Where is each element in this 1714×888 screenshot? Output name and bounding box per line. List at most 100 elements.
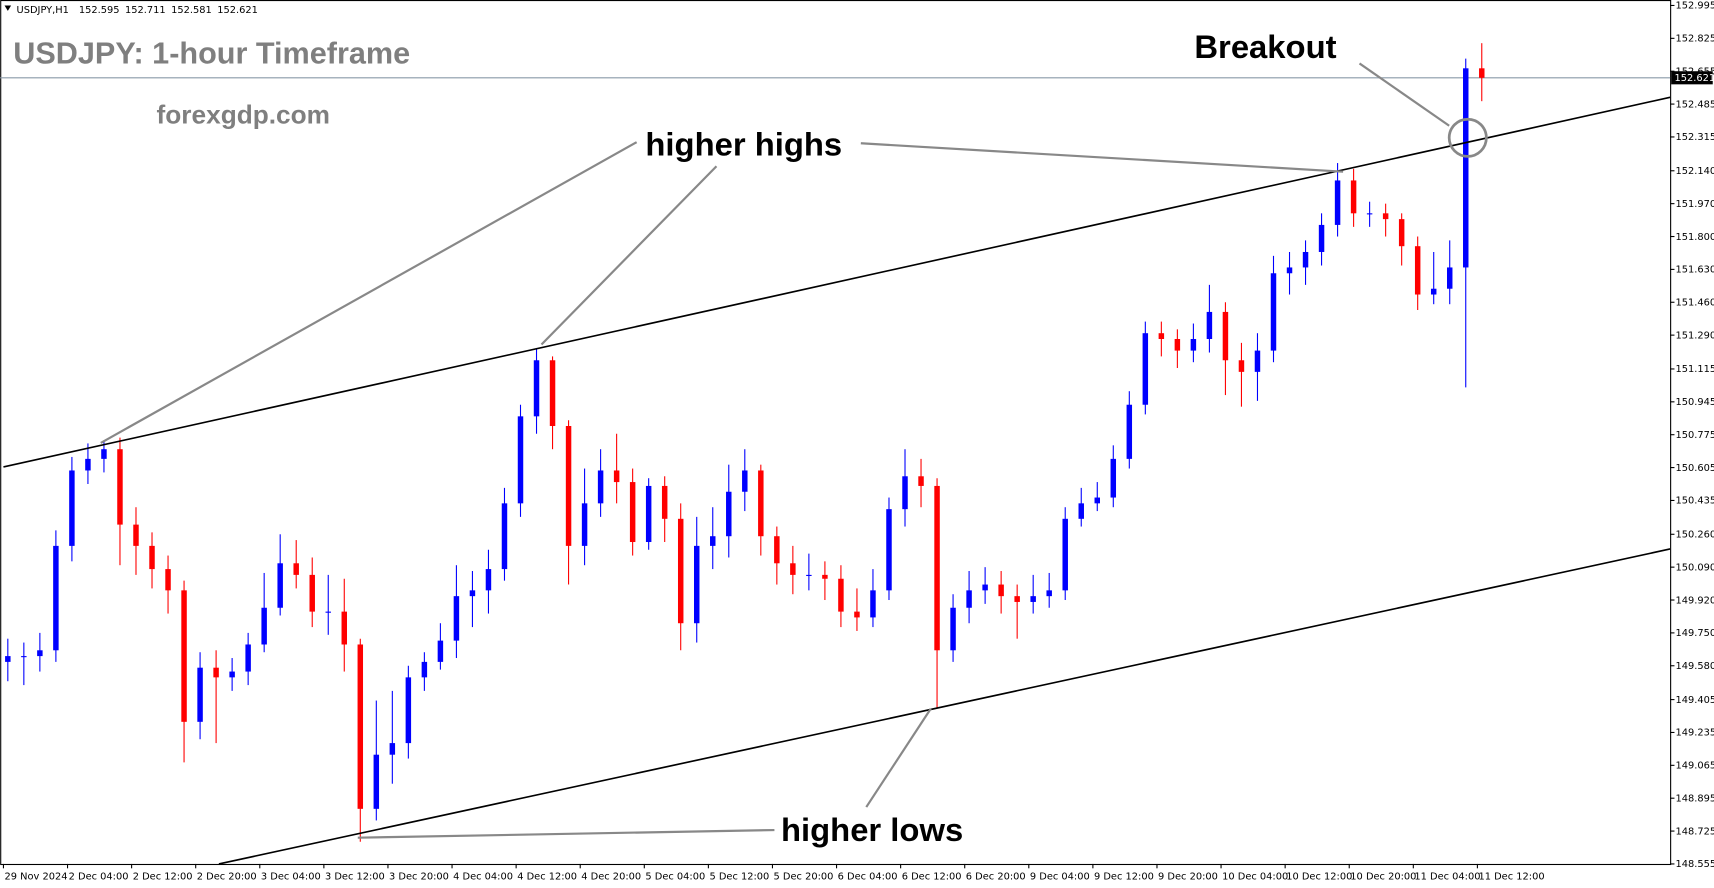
candle-body — [69, 470, 75, 546]
y-tick-label: 152.485 — [1676, 99, 1714, 110]
candle-body — [886, 509, 892, 591]
candle-body — [1254, 350, 1261, 372]
candle-body — [277, 563, 283, 608]
x-tick-label: 10 Dec 12:00 — [1286, 871, 1352, 882]
candle-body — [613, 470, 620, 483]
x-tick-label: 11 Dec 04:00 — [1414, 871, 1480, 882]
candle-body — [37, 650, 43, 657]
y-tick-label: 148.725 — [1676, 826, 1714, 837]
candle-body — [1142, 333, 1149, 405]
x-tick-label: 9 Dec 04:00 — [1030, 871, 1090, 882]
annotation: Breakout — [1194, 28, 1336, 65]
candle-body — [1446, 267, 1453, 289]
y-tick-label: 150.605 — [1676, 463, 1714, 474]
candle-body — [742, 470, 748, 492]
candle-body — [710, 536, 716, 546]
menu-arrow — [4, 5, 12, 11]
candle-body — [5, 656, 11, 662]
candle-body — [966, 590, 972, 608]
y-tick-label: 150.090 — [1676, 562, 1714, 573]
x-tick-label: 10 Dec 04:00 — [1222, 871, 1288, 882]
candle-body — [1174, 338, 1181, 351]
y-tick-label: 149.580 — [1676, 661, 1714, 672]
candle-body — [982, 584, 988, 591]
x-tick-label: 6 Dec 04:00 — [838, 871, 898, 882]
candle-body — [1414, 246, 1421, 295]
x-tick-label: 4 Dec 12:00 — [517, 871, 577, 882]
candle-body — [581, 503, 588, 546]
y-tick-label: 150.945 — [1676, 397, 1714, 408]
candle-body — [950, 607, 956, 651]
x-tick-label: 5 Dec 20:00 — [774, 871, 834, 882]
candle-body — [261, 607, 267, 645]
candle-body — [1062, 518, 1068, 591]
x-tick-label: 4 Dec 04:00 — [453, 871, 513, 882]
y-tick-label: 151.115 — [1676, 364, 1714, 375]
candle-body — [790, 563, 796, 575]
symbol: USDJPY,H1 — [17, 5, 69, 16]
candle-body — [245, 644, 251, 672]
candle-body — [1334, 180, 1341, 225]
header-value: 152.621 — [217, 5, 258, 16]
x-tick-label: 2 Dec 12:00 — [133, 871, 193, 882]
candle-body — [437, 640, 444, 662]
header-value: 152.711 — [125, 5, 166, 16]
x-tick-label: 10 Dec 20:00 — [1350, 871, 1416, 882]
pointer — [860, 142, 1344, 173]
candle-body — [902, 476, 908, 510]
x-tick-label: 9 Dec 20:00 — [1158, 871, 1218, 882]
candle-body — [1286, 267, 1293, 274]
candle-body — [597, 470, 604, 504]
candle-body — [1158, 333, 1165, 339]
candle-body — [549, 360, 556, 427]
candle-body — [1206, 311, 1213, 339]
candle-body — [1350, 180, 1357, 214]
candle-body — [822, 574, 828, 579]
candle-body — [758, 470, 764, 537]
candle-body — [421, 661, 428, 678]
x-tick-label: 2 Dec 04:00 — [69, 871, 129, 882]
y-tick-label: 148.895 — [1676, 793, 1714, 804]
candle-body — [325, 611, 331, 613]
candle-body — [181, 590, 187, 722]
upper-trendline — [3, 96, 1671, 468]
pointer — [865, 708, 932, 808]
candle-body — [1302, 251, 1309, 268]
y-tick-label: 151.800 — [1676, 232, 1714, 243]
x-tick-label: 5 Dec 12:00 — [709, 871, 769, 882]
x-tick-label: 3 Dec 04:00 — [261, 871, 321, 882]
y-tick-label: 149.750 — [1676, 628, 1714, 639]
y-tick-label: 152.825 — [1676, 34, 1714, 45]
candle-body — [133, 524, 139, 546]
candle-body — [1190, 338, 1197, 351]
candle-body — [806, 574, 812, 576]
candle-body — [405, 677, 412, 744]
pointer-lines — [100, 62, 1450, 839]
y-tick-label: 152.995 — [1676, 1, 1714, 12]
candle-body — [1238, 360, 1245, 372]
candle-body — [838, 578, 844, 612]
candle-body — [870, 590, 876, 618]
candle-body — [229, 671, 235, 678]
y-tick-label: 152.315 — [1676, 132, 1714, 143]
candle-body — [213, 667, 219, 678]
candle-body — [998, 584, 1004, 597]
candle-body — [117, 449, 123, 525]
candle-body — [1030, 596, 1036, 602]
candle-body — [1014, 596, 1020, 602]
candle-body — [309, 574, 315, 612]
header-value: 152.581 — [171, 5, 212, 16]
candle-body — [1126, 404, 1133, 459]
candle-body — [774, 536, 780, 564]
candle-body — [389, 743, 396, 755]
candle-body — [501, 503, 508, 570]
x-tick-label: 6 Dec 12:00 — [902, 871, 962, 882]
x-tick-label: 3 Dec 20:00 — [389, 871, 449, 882]
breakout-circle — [1447, 117, 1488, 158]
candle-body — [1270, 273, 1277, 351]
candle-body — [341, 611, 348, 645]
header-values: 152.595 152.711 152.581 152.621 — [79, 5, 258, 16]
candle-body — [1222, 311, 1229, 361]
